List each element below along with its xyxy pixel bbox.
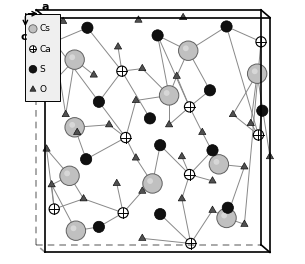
Circle shape (60, 166, 79, 186)
Circle shape (155, 209, 166, 220)
Polygon shape (48, 181, 55, 187)
Polygon shape (114, 43, 122, 49)
Circle shape (204, 85, 216, 96)
Circle shape (160, 86, 179, 105)
Circle shape (93, 96, 105, 107)
Circle shape (70, 225, 76, 231)
Bar (25, 14, 60, 101)
Circle shape (185, 102, 195, 112)
Polygon shape (138, 234, 146, 241)
Circle shape (247, 64, 267, 83)
Circle shape (69, 54, 75, 60)
Circle shape (64, 171, 70, 176)
Circle shape (118, 208, 128, 218)
Text: c: c (21, 32, 27, 41)
Polygon shape (135, 16, 142, 22)
Circle shape (65, 50, 84, 69)
Polygon shape (113, 179, 120, 186)
Circle shape (222, 202, 233, 213)
Polygon shape (132, 154, 140, 160)
Polygon shape (62, 110, 69, 117)
Circle shape (93, 221, 105, 233)
Circle shape (144, 113, 156, 124)
Circle shape (29, 65, 37, 73)
Circle shape (143, 174, 162, 193)
Circle shape (178, 41, 198, 60)
Polygon shape (266, 152, 274, 159)
Polygon shape (43, 145, 50, 151)
Circle shape (257, 105, 268, 116)
Circle shape (221, 213, 227, 218)
Circle shape (117, 66, 127, 76)
Text: Cs: Cs (40, 24, 51, 33)
Polygon shape (106, 120, 113, 127)
Circle shape (65, 117, 84, 137)
Circle shape (120, 133, 131, 143)
Text: O: O (40, 85, 47, 94)
Circle shape (69, 122, 75, 128)
Polygon shape (74, 128, 81, 135)
Polygon shape (138, 187, 146, 193)
Circle shape (155, 140, 166, 151)
Polygon shape (241, 163, 248, 169)
Circle shape (152, 30, 163, 41)
Circle shape (30, 46, 36, 52)
Polygon shape (209, 177, 216, 183)
Polygon shape (80, 195, 87, 201)
Circle shape (82, 22, 93, 33)
Polygon shape (132, 96, 140, 103)
Circle shape (49, 204, 59, 214)
Polygon shape (241, 220, 248, 227)
Circle shape (147, 178, 153, 184)
Circle shape (186, 238, 196, 249)
Text: S: S (40, 65, 45, 74)
Polygon shape (199, 128, 206, 135)
Circle shape (256, 37, 266, 47)
Polygon shape (247, 119, 254, 126)
Polygon shape (48, 80, 55, 86)
Polygon shape (209, 206, 216, 213)
Polygon shape (90, 71, 98, 77)
Polygon shape (178, 152, 185, 159)
Circle shape (253, 130, 264, 140)
Circle shape (252, 68, 258, 74)
Circle shape (185, 169, 195, 180)
Circle shape (217, 208, 236, 228)
Circle shape (214, 159, 219, 165)
Circle shape (66, 221, 86, 241)
Circle shape (164, 90, 170, 96)
Polygon shape (173, 72, 181, 78)
Polygon shape (178, 195, 185, 201)
Circle shape (29, 25, 37, 33)
Circle shape (81, 154, 92, 165)
Polygon shape (59, 17, 67, 23)
Circle shape (209, 155, 228, 174)
Circle shape (183, 45, 189, 51)
Circle shape (207, 145, 218, 156)
Polygon shape (30, 86, 36, 91)
Circle shape (49, 37, 59, 47)
Polygon shape (138, 64, 146, 71)
Polygon shape (229, 110, 237, 117)
Circle shape (221, 21, 232, 32)
Polygon shape (179, 13, 187, 20)
Text: Ca: Ca (40, 45, 52, 54)
Polygon shape (165, 120, 173, 127)
Text: a: a (42, 2, 49, 12)
